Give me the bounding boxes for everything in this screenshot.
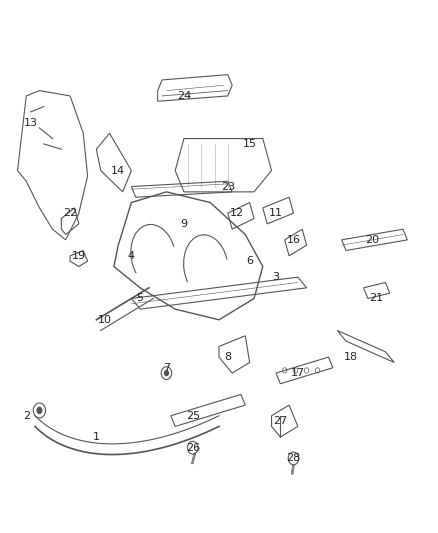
Circle shape	[164, 370, 169, 376]
Text: 2: 2	[23, 411, 30, 421]
Text: 18: 18	[343, 352, 357, 362]
Text: 9: 9	[180, 219, 187, 229]
Text: 12: 12	[230, 208, 244, 218]
Text: 19: 19	[72, 251, 86, 261]
Text: 16: 16	[286, 235, 300, 245]
Text: 14: 14	[111, 166, 125, 175]
Text: 1: 1	[93, 432, 100, 442]
Text: 6: 6	[246, 256, 253, 266]
Circle shape	[36, 407, 42, 414]
Text: 27: 27	[273, 416, 287, 426]
Text: 5: 5	[137, 294, 144, 303]
Text: 20: 20	[365, 235, 379, 245]
Text: 13: 13	[24, 118, 38, 127]
Text: 8: 8	[224, 352, 231, 362]
Text: 26: 26	[186, 443, 200, 453]
Text: 24: 24	[177, 91, 191, 101]
Text: 17: 17	[291, 368, 305, 378]
Text: 21: 21	[370, 294, 384, 303]
Text: 11: 11	[269, 208, 283, 218]
Text: 22: 22	[63, 208, 77, 218]
Text: 15: 15	[243, 139, 257, 149]
Text: 28: 28	[286, 454, 300, 463]
Text: 3: 3	[272, 272, 279, 282]
Text: 7: 7	[163, 363, 170, 373]
Text: 25: 25	[186, 411, 200, 421]
Text: 10: 10	[98, 315, 112, 325]
Text: 4: 4	[128, 251, 135, 261]
Text: 23: 23	[221, 182, 235, 191]
